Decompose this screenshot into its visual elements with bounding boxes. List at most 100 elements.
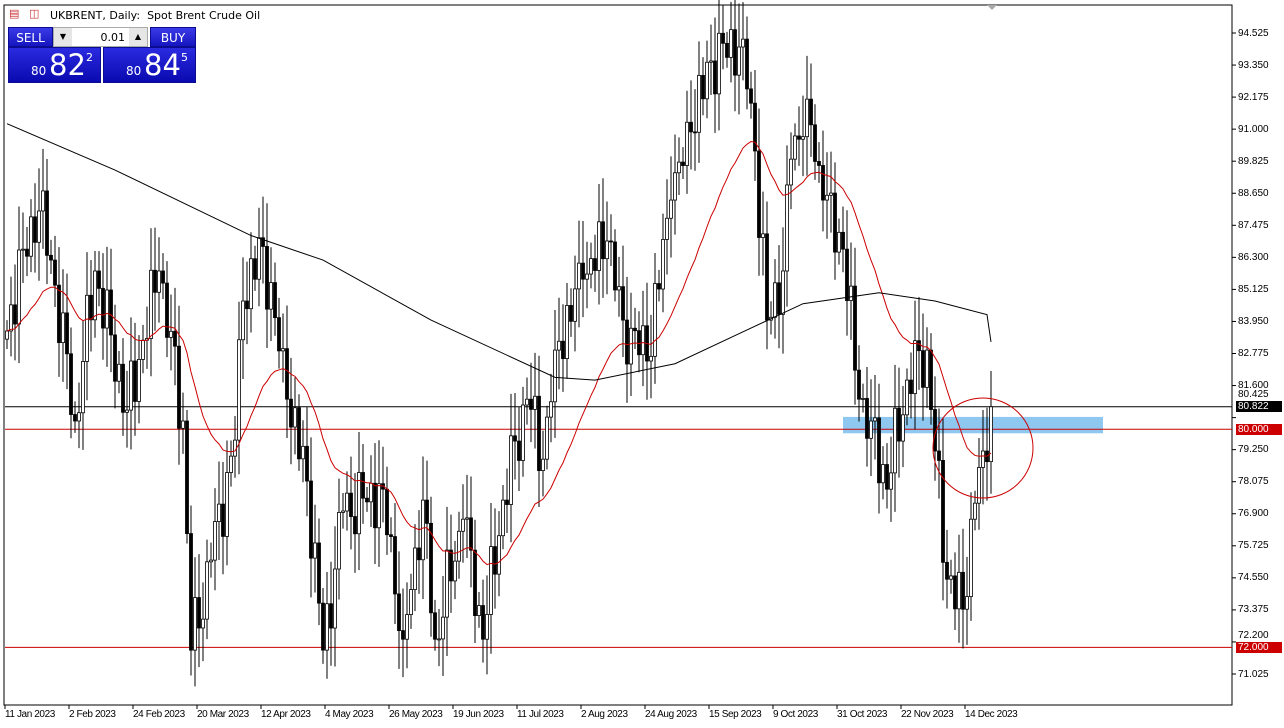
bullish-candle (229, 455, 233, 473)
chart-properties-icon[interactable]: ◫ (29, 7, 40, 20)
bearish-candle (173, 330, 177, 347)
bullish-candle (969, 518, 973, 597)
bullish-candle (737, 46, 741, 76)
bearish-candle (593, 258, 597, 271)
bearish-candle (389, 534, 393, 537)
bullish-candle (461, 518, 465, 532)
bearish-candle (165, 282, 169, 338)
bullish-candle (465, 517, 469, 520)
bullish-candle (889, 472, 893, 490)
bullish-candle (957, 571, 961, 610)
bullish-candle (357, 472, 361, 535)
bearish-candle (121, 363, 125, 413)
bullish-candle (893, 407, 897, 474)
sell-button[interactable]: SELL (8, 27, 53, 47)
bullish-candle (685, 121, 689, 166)
bullish-candle (497, 535, 501, 575)
buy-button[interactable]: BUY (150, 27, 196, 47)
bearish-candle (189, 533, 193, 651)
bullish-candle (437, 638, 441, 641)
bearish-candle (417, 547, 421, 561)
bullish-candle (117, 363, 121, 382)
bullish-candle (773, 282, 777, 318)
bullish-candle (225, 472, 229, 537)
y-tick-label: 92.175 (1238, 92, 1269, 103)
bullish-candle (281, 348, 285, 352)
decrease-lot-button[interactable]: ▼ (54, 28, 72, 46)
bullish-candle (793, 135, 797, 160)
bearish-candle (877, 417, 881, 484)
bullish-candle (453, 560, 457, 582)
bullish-candle (21, 248, 25, 251)
bearish-candle (845, 248, 849, 301)
y-tick-label: 88.650 (1238, 188, 1269, 199)
buy-price[interactable]: 80 84 5 (103, 47, 196, 83)
bullish-candle (801, 136, 805, 140)
bearish-candle (49, 254, 53, 261)
y-tick-label: 93.350 (1238, 60, 1269, 71)
bearish-candle (469, 517, 473, 551)
x-tick-label: 4 May 2023 (325, 709, 374, 720)
current-price-tag: 80.822 (1236, 401, 1282, 412)
bearish-candle (349, 492, 353, 517)
bearish-candle (177, 345, 181, 429)
bullish-candle (81, 361, 85, 414)
bearish-candle (693, 131, 697, 134)
bearish-candle (305, 445, 309, 482)
bullish-candle (409, 589, 413, 616)
bearish-candle (637, 330, 641, 356)
bullish-candle (629, 327, 633, 365)
y-tick-label: 87.475 (1238, 220, 1269, 231)
bullish-candle (105, 289, 109, 329)
bullish-candle (653, 283, 657, 357)
bearish-candle (753, 102, 757, 152)
bullish-candle (577, 262, 581, 290)
bullish-candle (717, 32, 721, 95)
y-tick-label: 85.125 (1238, 284, 1269, 295)
bullish-candle (837, 231, 841, 253)
bullish-candle (849, 285, 853, 301)
lot-size-stepper[interactable]: ▼ 0.01 ▲ (53, 27, 148, 47)
depth-of-market-icon[interactable]: ▤ (9, 7, 20, 20)
bullish-candle (345, 492, 349, 512)
y-tick-label: 76.900 (1238, 508, 1269, 519)
bullish-candle (873, 417, 877, 422)
bullish-candle (825, 194, 829, 201)
bullish-candle (241, 300, 245, 341)
bearish-candle (841, 231, 845, 250)
bullish-candle (521, 404, 525, 461)
bearish-candle (725, 42, 729, 58)
bearish-candle (601, 221, 605, 260)
bearish-candle (613, 241, 617, 291)
bearish-candle (65, 312, 69, 355)
bullish-candle (965, 596, 969, 610)
bullish-candle (257, 237, 261, 280)
slow-moving-average-line (6, 123, 992, 381)
sell-price-sup: 2 (86, 51, 93, 64)
bearish-candle (57, 284, 61, 344)
x-tick-label: 20 Mar 2023 (197, 709, 249, 720)
sell-price[interactable]: 80 82 2 (8, 47, 101, 83)
bearish-candle (221, 503, 225, 537)
bearish-candle (733, 29, 737, 76)
bullish-candle (553, 349, 557, 403)
bearish-candle (529, 398, 533, 410)
bearish-candle (609, 240, 613, 243)
bullish-candle (485, 614, 489, 640)
bearish-candle (633, 327, 637, 332)
bullish-candle (565, 305, 569, 359)
lot-size-value[interactable]: 0.01 (100, 31, 126, 44)
bullish-candle (665, 217, 669, 240)
bullish-candle (181, 420, 185, 429)
increase-lot-button[interactable]: ▲ (129, 28, 147, 46)
y-tick-label: 71.025 (1238, 669, 1269, 680)
x-tick-label: 24 Feb 2023 (133, 709, 185, 720)
y-tick-label: 89.825 (1238, 156, 1269, 167)
bearish-candle (89, 294, 93, 321)
bearish-candle (317, 542, 321, 604)
y-tick-label: 82.775 (1238, 348, 1269, 359)
bullish-candle (301, 445, 305, 460)
x-tick-label: 11 Jul 2023 (517, 709, 564, 720)
bullish-candle (129, 360, 133, 411)
